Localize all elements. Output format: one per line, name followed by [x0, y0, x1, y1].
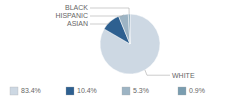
- chart: WHITE ASIANHISPANICBLACK 83.4% 10.4% 5.3% 0.9…: [0, 0, 240, 100]
- legend-swatch: [178, 87, 186, 95]
- legend-label: 0.9%: [189, 87, 205, 94]
- leader-line: [90, 21, 110, 24]
- pie-slice: [128, 14, 130, 44]
- legend: 83.4% 10.4% 5.3% 0.9%: [10, 87, 205, 95]
- slice-label: BLACK: [65, 4, 88, 11]
- legend-label: 83.4%: [21, 87, 41, 94]
- leader-line: [90, 8, 129, 14]
- slice-label: HISPANIC: [55, 12, 88, 19]
- legend-swatch: [66, 87, 74, 95]
- labels: WHITE ASIANHISPANICBLACK: [55, 4, 194, 78]
- pie-slice: [119, 14, 130, 44]
- legend-swatch: [122, 87, 130, 95]
- legend-swatch: [10, 87, 18, 95]
- leader-line: [145, 70, 170, 75]
- legend-label: 5.3%: [133, 87, 149, 94]
- slice-label: ASIAN: [67, 20, 88, 27]
- leader-line: [90, 15, 123, 16]
- legend-label: 10.4%: [77, 87, 97, 94]
- slice-label: WHITE: [172, 72, 195, 79]
